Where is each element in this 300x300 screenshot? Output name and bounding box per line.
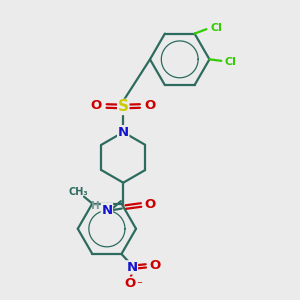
Text: N: N bbox=[126, 261, 137, 274]
Text: O: O bbox=[149, 260, 160, 272]
Text: S: S bbox=[118, 99, 129, 114]
Text: N: N bbox=[118, 126, 129, 139]
Text: ⁻: ⁻ bbox=[136, 280, 142, 290]
Text: Cl: Cl bbox=[210, 23, 222, 33]
Text: N: N bbox=[101, 203, 112, 217]
Text: O: O bbox=[144, 99, 156, 112]
Text: CH₃: CH₃ bbox=[68, 187, 88, 196]
Text: H: H bbox=[91, 202, 100, 212]
Text: O: O bbox=[144, 199, 156, 212]
Text: O: O bbox=[125, 277, 136, 290]
Text: O: O bbox=[91, 99, 102, 112]
Text: Cl: Cl bbox=[225, 57, 237, 67]
